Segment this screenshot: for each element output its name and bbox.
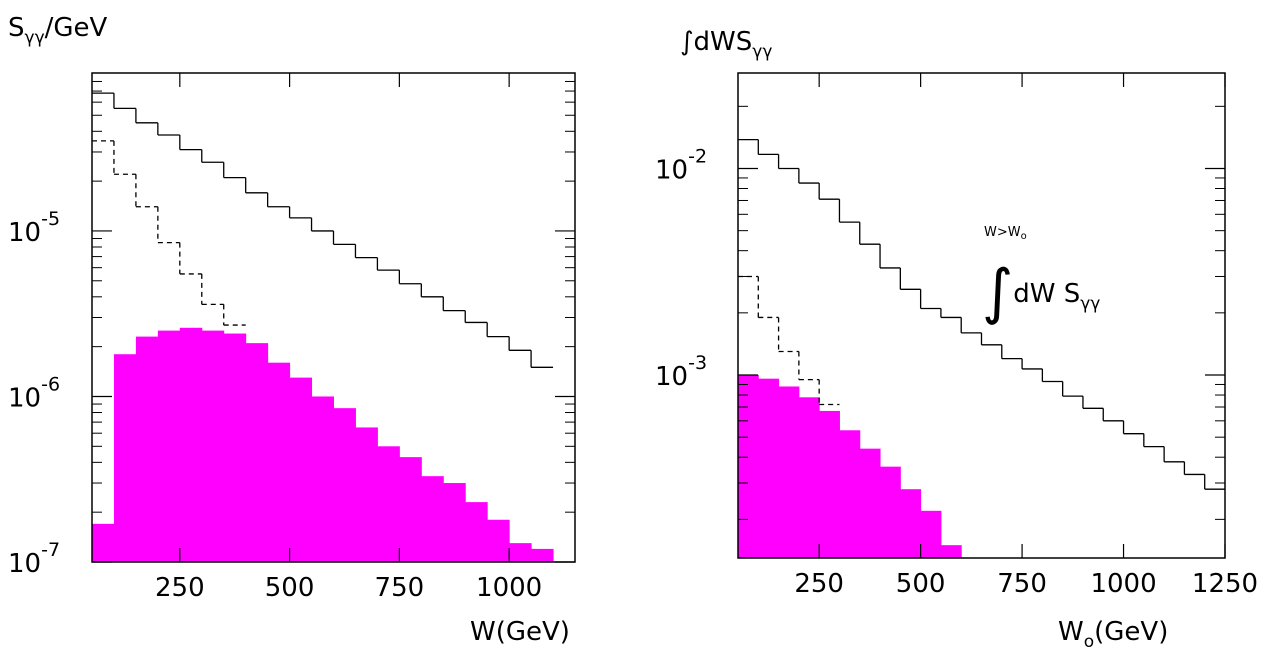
chart-title: ∫dWSγγ: [680, 27, 772, 62]
x-tick-label: 1000: [476, 573, 542, 603]
histogram-bar: [880, 466, 901, 558]
integral-sign: ∫: [982, 257, 1013, 327]
x-tick-label: 500: [896, 569, 946, 599]
histogram-bar: [135, 336, 159, 562]
limit-part: W>W: [984, 225, 1021, 240]
tick-base: 10: [8, 383, 41, 413]
histogram-bar: [798, 397, 820, 558]
histogram-bar: [839, 430, 861, 558]
histogram-bar: [157, 330, 181, 562]
histogram-bar: [421, 476, 444, 562]
tick-base: 10: [8, 218, 41, 248]
histogram-bar: [859, 448, 881, 558]
title-part: dWS: [694, 27, 753, 57]
annotation-part: dW S: [1013, 279, 1080, 309]
x-tick-label: 1250: [1192, 569, 1258, 599]
histogram-bar: [223, 333, 247, 562]
tick-base: 10: [655, 155, 688, 185]
x-axis-label: Wo(GeV): [1058, 617, 1168, 652]
histogram-bar: [245, 343, 269, 562]
plot-frame: [737, 72, 1226, 559]
tick-exponent: -3: [688, 352, 707, 374]
x-tick-label: 250: [155, 573, 205, 603]
histogram-bar: [201, 330, 225, 562]
histogram-bar: [819, 410, 840, 558]
histogram-bar: [179, 327, 203, 562]
histogram-bar: [289, 377, 313, 562]
x-tick-label: 500: [265, 573, 315, 603]
histogram-bar: [377, 446, 400, 562]
histogram-bar: [92, 523, 115, 562]
title-part: S: [8, 13, 25, 43]
tick-exponent: -7: [41, 539, 60, 561]
y-tick-label: 10-3: [655, 352, 707, 392]
histogram-bar: [113, 354, 137, 562]
tick-exponent: -6: [41, 373, 60, 395]
histogram-bar: [509, 543, 532, 562]
histogram-bar: [920, 510, 942, 558]
x-tick-label: 250: [794, 569, 844, 599]
label-part: (GeV): [1094, 617, 1168, 647]
title-part: /GeV: [45, 13, 108, 43]
histogram-bar: [758, 378, 780, 558]
histogram-bar: [333, 408, 356, 562]
x-tick-label: 1000: [1090, 569, 1156, 599]
histogram-bar: [778, 386, 800, 558]
y-tick-label: 10-7: [8, 539, 60, 579]
histogram-bar: [311, 396, 334, 562]
tick-exponent: -2: [688, 145, 707, 167]
histogram-bar: [900, 489, 922, 558]
label-subscript: o: [1084, 632, 1094, 652]
y-tick-label: 10-2: [655, 145, 707, 185]
annotation-limit: W>Wo: [984, 225, 1027, 242]
title-part: ∫: [680, 27, 694, 57]
histogram-bar: [738, 375, 759, 558]
histogram-bar: [443, 483, 466, 562]
label-part: W: [1058, 617, 1084, 647]
annotation-subscript: γγ: [1080, 294, 1100, 314]
tick-base: 10: [655, 362, 688, 392]
tick-exponent: -5: [41, 208, 60, 230]
histogram-bar: [940, 545, 962, 558]
histogram-bar: [465, 502, 488, 562]
chart-title: Sγγ/GeV: [8, 13, 108, 48]
histogram-bar: [355, 427, 378, 562]
title-subscript: γγ: [25, 28, 45, 48]
histogram-bar: [399, 457, 422, 562]
y-tick-label: 10-5: [8, 208, 60, 248]
limit-subscript: o: [1021, 231, 1027, 242]
tick-base: 10: [8, 549, 41, 579]
x-tick-label: 750: [375, 573, 425, 603]
x-axis-label: W(GeV): [470, 617, 570, 647]
histogram-bar: [267, 362, 291, 562]
histogram-bar: [531, 548, 554, 562]
annotation: ∫dW Sγγ: [982, 257, 1100, 327]
x-tick-label: 750: [997, 569, 1047, 599]
histogram-bar: [487, 519, 510, 562]
y-tick-label: 10-6: [8, 373, 60, 413]
title-subscript: γγ: [752, 42, 772, 62]
